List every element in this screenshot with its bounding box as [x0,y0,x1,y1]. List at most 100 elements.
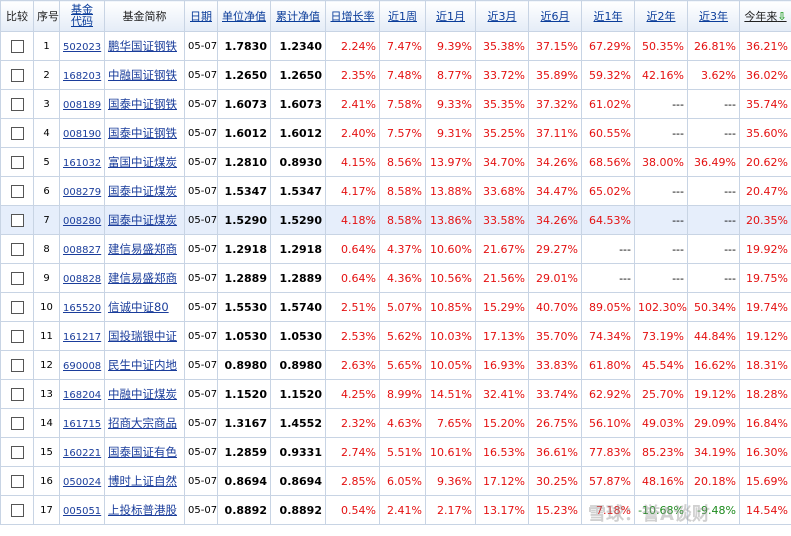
row-index: 6 [33,176,60,206]
fund-name-link[interactable]: 建信易盛郑商 [108,271,177,285]
y1-cell: 61.02% [581,89,635,119]
compare-checkbox[interactable] [10,39,24,53]
compare-cell [0,147,34,177]
fund-name-link[interactable]: 国泰国证有色 [108,445,177,459]
m6-cell: 35.70% [528,321,582,351]
header-1-month[interactable]: 近1月 [425,0,476,32]
compare-checkbox[interactable] [10,97,24,111]
y3-cell: 16.62% [687,350,740,380]
header-1-week[interactable]: 近1周 [379,0,426,32]
y1-cell: 61.80% [581,350,635,380]
header-ytd-label: 今年来 [744,10,778,23]
compare-checkbox[interactable] [10,271,24,285]
compare-checkbox[interactable] [10,358,24,372]
header-ytd[interactable]: 今年来⇩ [739,0,791,32]
compare-checkbox[interactable] [10,474,24,488]
table-row: 1 502023 鹏华国证钢铁 05-07 1.7830 1.2340 2.24% 7.47%… [0,31,791,61]
compare-checkbox[interactable] [10,68,24,82]
w1-cell: 5.65% [379,350,426,380]
m3-cell: 35.25% [475,118,529,148]
fund-name-link[interactable]: 建信易盛郑商 [108,242,177,256]
date-cell: 05-07 [184,350,218,380]
compare-checkbox[interactable] [10,445,24,459]
y2-cell: --- [634,176,688,206]
fund-code-link[interactable]: 502023 [63,41,102,53]
compare-checkbox[interactable] [10,387,24,401]
date-cell: 05-07 [184,118,218,148]
fund-code-link[interactable]: 168203 [63,70,102,82]
fund-code-link[interactable]: 008190 [63,128,102,140]
fund-code-link[interactable]: 161217 [63,331,102,343]
fund-name-link[interactable]: 鹏华国证钢铁 [108,39,177,53]
fund-code-link[interactable]: 008827 [63,244,102,256]
fund-name-cell: 国泰中证钢铁 [104,89,185,119]
table-row: 6 008279 国泰中证煤炭 05-07 1.5347 1.5347 4.17% 8.58%… [0,176,791,206]
m3-cell: 16.53% [475,437,529,467]
compare-cell [0,495,34,525]
m6-cell: 34.26% [528,147,582,177]
fund-name-cell: 国泰中证钢铁 [104,118,185,148]
fund-code-cell: 008827 [59,234,105,264]
row-index: 1 [33,31,60,61]
fund-name-link[interactable]: 博时上证自然 [108,474,177,488]
header-6-month[interactable]: 近6月 [528,0,582,32]
compare-checkbox[interactable] [10,242,24,256]
fund-name-link[interactable]: 国泰中证煤炭 [108,184,177,198]
fund-code-link[interactable]: 008828 [63,273,102,285]
nav-cell: 1.7830 [217,31,271,61]
header-nav[interactable]: 单位净值 [217,0,271,32]
fund-name-link[interactable]: 招商大宗商品 [108,416,177,430]
compare-checkbox[interactable] [10,416,24,430]
fund-name-cell: 中融中证煤炭 [104,379,185,409]
w1-cell: 7.47% [379,31,426,61]
fund-name-link[interactable]: 民生中证内地 [108,358,177,372]
header-2-year[interactable]: 近2年 [634,0,688,32]
y2-cell: 25.70% [634,379,688,409]
fund-name-link[interactable]: 上投标普港股 [108,503,177,517]
compare-checkbox[interactable] [10,126,24,140]
header-3-month[interactable]: 近3月 [475,0,529,32]
w1-cell: 7.58% [379,89,426,119]
date-cell: 05-07 [184,495,218,525]
fund-code-link[interactable]: 161715 [63,418,102,430]
compare-checkbox[interactable] [10,503,24,517]
fund-code-link[interactable]: 165520 [63,302,102,314]
fund-code-link[interactable]: 160221 [63,447,102,459]
fund-code-link[interactable]: 690008 [63,360,102,372]
m3-cell: 21.67% [475,234,529,264]
row-index: 10 [33,292,60,322]
fund-code-link[interactable]: 050024 [63,476,102,488]
header-daily-growth[interactable]: 日增长率 [325,0,380,32]
fund-code-link[interactable]: 168204 [63,389,102,401]
y2-cell: 73.19% [634,321,688,351]
fund-code-link[interactable]: 161032 [63,157,102,169]
ytd-cell: 20.35% [739,205,791,235]
compare-checkbox[interactable] [10,300,24,314]
fund-code-link[interactable]: 008279 [63,186,102,198]
compare-checkbox[interactable] [10,184,24,198]
compare-checkbox[interactable] [10,329,24,343]
compare-checkbox[interactable] [10,155,24,169]
m6-cell: 34.47% [528,176,582,206]
fund-name-link[interactable]: 中融中证煤炭 [108,387,177,401]
fund-code-link[interactable]: 008189 [63,99,102,111]
fund-name-link[interactable]: 信诚中证80 [108,300,169,314]
fund-code-link[interactable]: 005051 [63,505,102,517]
fund-name-link[interactable]: 国泰中证煤炭 [108,213,177,227]
nav-cell: 1.5347 [217,176,271,206]
fund-name-link[interactable]: 富国中证煤炭 [108,155,177,169]
m6-cell: 29.01% [528,263,582,293]
header-acc-nav[interactable]: 累计净值 [270,0,326,32]
fund-name-link[interactable]: 国泰中证钢铁 [108,126,177,140]
m3-cell: 15.20% [475,408,529,438]
header-3-year[interactable]: 近3年 [687,0,740,32]
row-index: 5 [33,147,60,177]
fund-name-link[interactable]: 国投瑞银中证 [108,329,177,343]
compare-checkbox[interactable] [10,213,24,227]
header-1-year[interactable]: 近1年 [581,0,635,32]
fund-name-link[interactable]: 中融国证钢铁 [108,68,177,82]
fund-code-link[interactable]: 008280 [63,215,102,227]
fund-name-link[interactable]: 国泰中证钢铁 [108,97,177,111]
header-fund-code[interactable]: 基金 代码 [59,0,105,32]
header-date[interactable]: 日期 [184,0,218,32]
